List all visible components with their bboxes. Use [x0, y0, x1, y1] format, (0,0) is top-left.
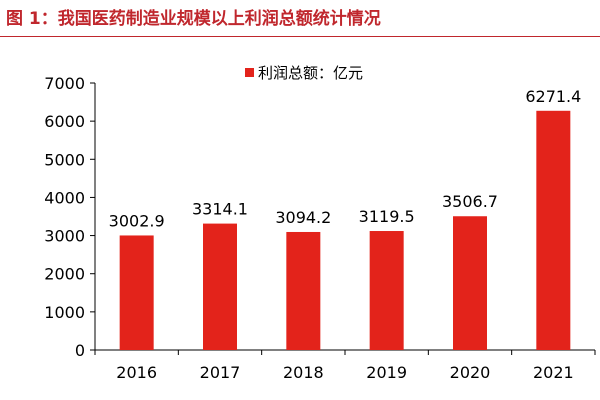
x-tick-label: 2020 — [450, 363, 491, 382]
x-tick-label: 2016 — [116, 363, 157, 382]
y-axis: 0 1000 2000 3000 4000 5000 6000 7000 — [44, 74, 96, 360]
data-label-2021: 6271.4 — [525, 87, 581, 106]
bar-2016 — [119, 235, 154, 350]
bar-2019 — [369, 231, 404, 350]
x-tick-label: 2019 — [366, 363, 407, 382]
y-tick-label: 5000 — [44, 150, 85, 169]
bar-2021 — [536, 110, 571, 350]
y-tick-label: 2000 — [44, 265, 85, 284]
bar-2020 — [453, 216, 487, 350]
y-tick-label: 1000 — [44, 303, 85, 322]
title-divider — [0, 36, 600, 37]
legend-swatch — [245, 68, 254, 77]
legend-label: 利润总额：亿元 — [258, 64, 363, 82]
data-label-2020: 3506.7 — [442, 192, 498, 211]
data-label-2018: 3094.2 — [275, 208, 331, 227]
bar-2018 — [286, 231, 321, 350]
bar-series — [119, 110, 571, 350]
x-tick-label: 2021 — [533, 363, 574, 382]
x-tick-label: 2017 — [200, 363, 241, 382]
y-tick-label: 0 — [75, 341, 85, 360]
bar-2017 — [203, 223, 237, 350]
y-tick-label: 7000 — [44, 74, 85, 93]
data-label-2019: 3119.5 — [359, 207, 415, 226]
data-label-2016: 3002.9 — [109, 211, 165, 230]
data-label-2017: 3314.1 — [192, 200, 248, 219]
x-axis: 2016 2017 2018 2019 2020 2021 — [94, 349, 596, 382]
chart-legend: 利润总额：亿元 — [245, 64, 363, 82]
figure-title: 图 1：我国医药制造业规模以上利润总额统计情况 — [6, 9, 381, 29]
data-labels: 3002.9 3314.1 3094.2 3119.5 3506.7 6271.4 — [109, 87, 582, 231]
x-tick-label: 2018 — [283, 363, 324, 382]
y-tick-label: 4000 — [44, 188, 85, 207]
y-tick-label: 6000 — [44, 112, 85, 131]
y-tick-label: 3000 — [44, 227, 85, 246]
